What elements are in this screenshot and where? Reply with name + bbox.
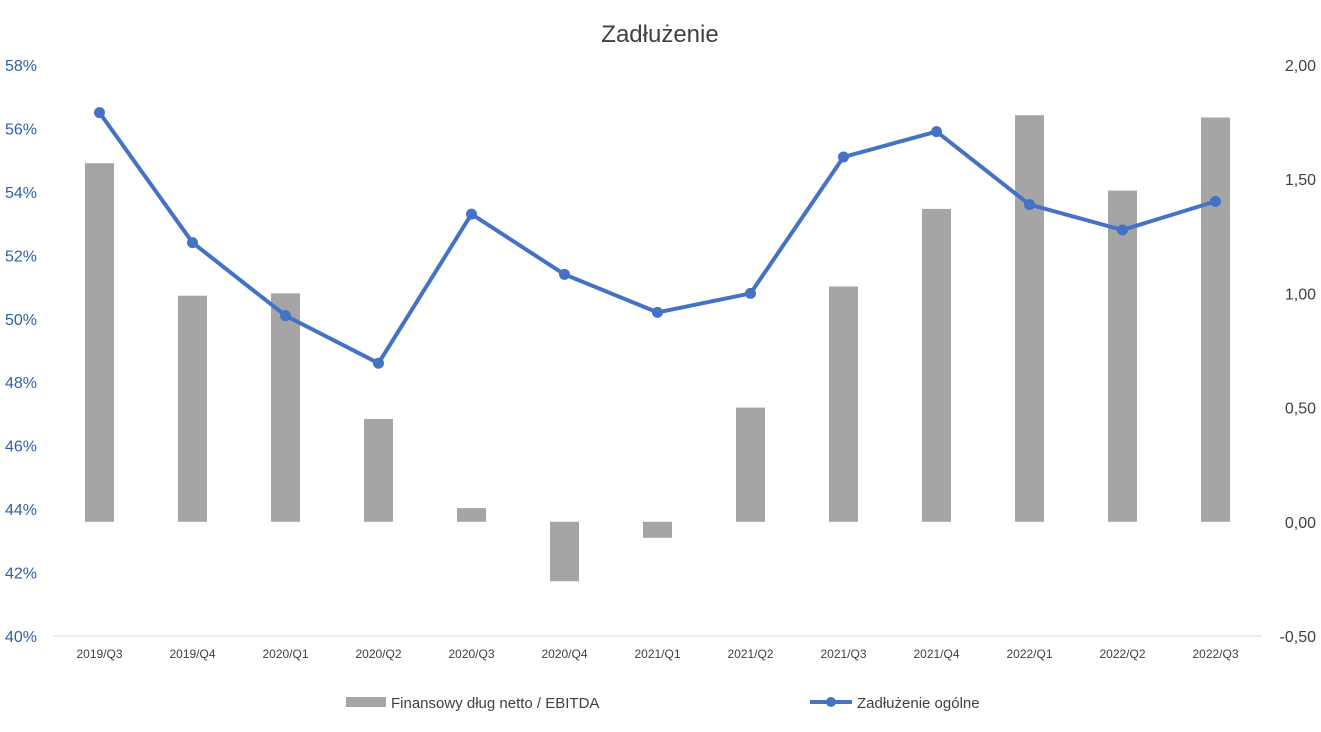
x-tick-label: 2021/Q4: [913, 647, 959, 661]
bar-2020/Q4: [550, 521, 579, 582]
y-right-tick-label: -0,50: [1280, 629, 1317, 646]
y-right-tick-label: 0,50: [1285, 401, 1316, 418]
y-left-ticks: 40% 42% 44% 46% 48% 50% 52% 54% 56% 58%: [5, 58, 37, 646]
y-right-tick-label: 1,00: [1285, 286, 1316, 303]
line-point-2022/Q2: [1117, 224, 1128, 236]
bar-2019/Q4: [178, 295, 207, 522]
line-layer: [94, 107, 1221, 369]
legend-label-line: Zadłużenie ogólne: [857, 695, 980, 712]
bar-2019/Q3: [85, 163, 114, 522]
line-point-2019/Q4: [187, 237, 198, 249]
y-right-ticks: -0,50 0,00 0,50 1,00 1,50 2,00: [1280, 58, 1317, 646]
bar-2021/Q3: [829, 286, 858, 522]
y-left-tick-label: 56%: [5, 121, 37, 138]
line-point-2019/Q3: [94, 107, 105, 119]
x-tick-label: 2021/Q2: [727, 647, 773, 661]
legend-label-bar: Finansowy dług netto / EBITDA: [391, 695, 599, 712]
line-point-2020/Q4: [559, 268, 570, 280]
x-tick-label: 2021/Q3: [820, 647, 866, 661]
bars-layer: [85, 115, 1230, 582]
bar-2022/Q2: [1108, 190, 1137, 522]
bar-2020/Q2: [364, 419, 393, 522]
x-tick-label: 2022/Q2: [1099, 647, 1145, 661]
y-left-tick-label: 42%: [5, 566, 37, 583]
x-tick-label: 2019/Q3: [76, 647, 122, 661]
y-left-tick-label: 46%: [5, 439, 37, 456]
line-point-2021/Q4: [931, 126, 942, 138]
line-zadluzenie-ogolne: [97, 110, 1218, 366]
legend-swatch-marker: [826, 697, 836, 707]
x-tick-label: 2022/Q1: [1006, 647, 1052, 661]
bar-2021/Q2: [736, 407, 765, 522]
y-left-tick-label: 50%: [5, 312, 37, 329]
x-ticks: 2019/Q3 2019/Q4 2020/Q1 2020/Q2 2020/Q3 2020/…: [76, 647, 1238, 661]
line-point-2022/Q3: [1210, 195, 1221, 207]
x-tick-label: 2020/Q2: [355, 647, 401, 661]
x-tick-label: 2019/Q4: [169, 647, 215, 661]
x-tick-label: 2020/Q3: [448, 647, 494, 661]
bar-2022/Q1: [1015, 115, 1044, 522]
x-tick-label: 2021/Q1: [634, 647, 680, 661]
legend: Finansowy dług netto / EBITDA Zadłużenie…: [346, 695, 980, 712]
y-right-tick-label: 0,00: [1285, 515, 1316, 532]
y-left-tick-label: 40%: [5, 629, 37, 646]
y-left-tick-label: 58%: [5, 58, 37, 75]
bar-2021/Q4: [922, 208, 951, 522]
y-left-tick-label: 54%: [5, 185, 37, 202]
legend-swatch-bar: [346, 697, 386, 707]
line-point-2021/Q2: [745, 287, 756, 299]
bar-2021/Q1: [643, 521, 672, 538]
bar-2020/Q1: [271, 293, 300, 522]
y-left-tick-label: 48%: [5, 375, 37, 392]
line-point-2020/Q1: [280, 310, 291, 322]
y-left-tick-label: 52%: [5, 248, 37, 265]
line-point-2021/Q3: [838, 151, 849, 163]
bar-2022/Q3: [1201, 117, 1230, 522]
x-tick-label: 2022/Q3: [1192, 647, 1238, 661]
line-point-2020/Q3: [466, 208, 477, 220]
line-point-2020/Q2: [373, 357, 384, 369]
chart-title: Zadłużenie: [601, 21, 718, 48]
bar-2020/Q3: [457, 508, 486, 522]
y-right-tick-label: 1,50: [1285, 172, 1316, 189]
line-point-2022/Q1: [1024, 199, 1035, 211]
x-tick-label: 2020/Q4: [541, 647, 587, 661]
y-right-tick-label: 2,00: [1285, 58, 1316, 75]
y-left-tick-label: 44%: [5, 502, 37, 519]
x-tick-label: 2020/Q1: [262, 647, 308, 661]
line-point-2021/Q1: [652, 306, 663, 318]
